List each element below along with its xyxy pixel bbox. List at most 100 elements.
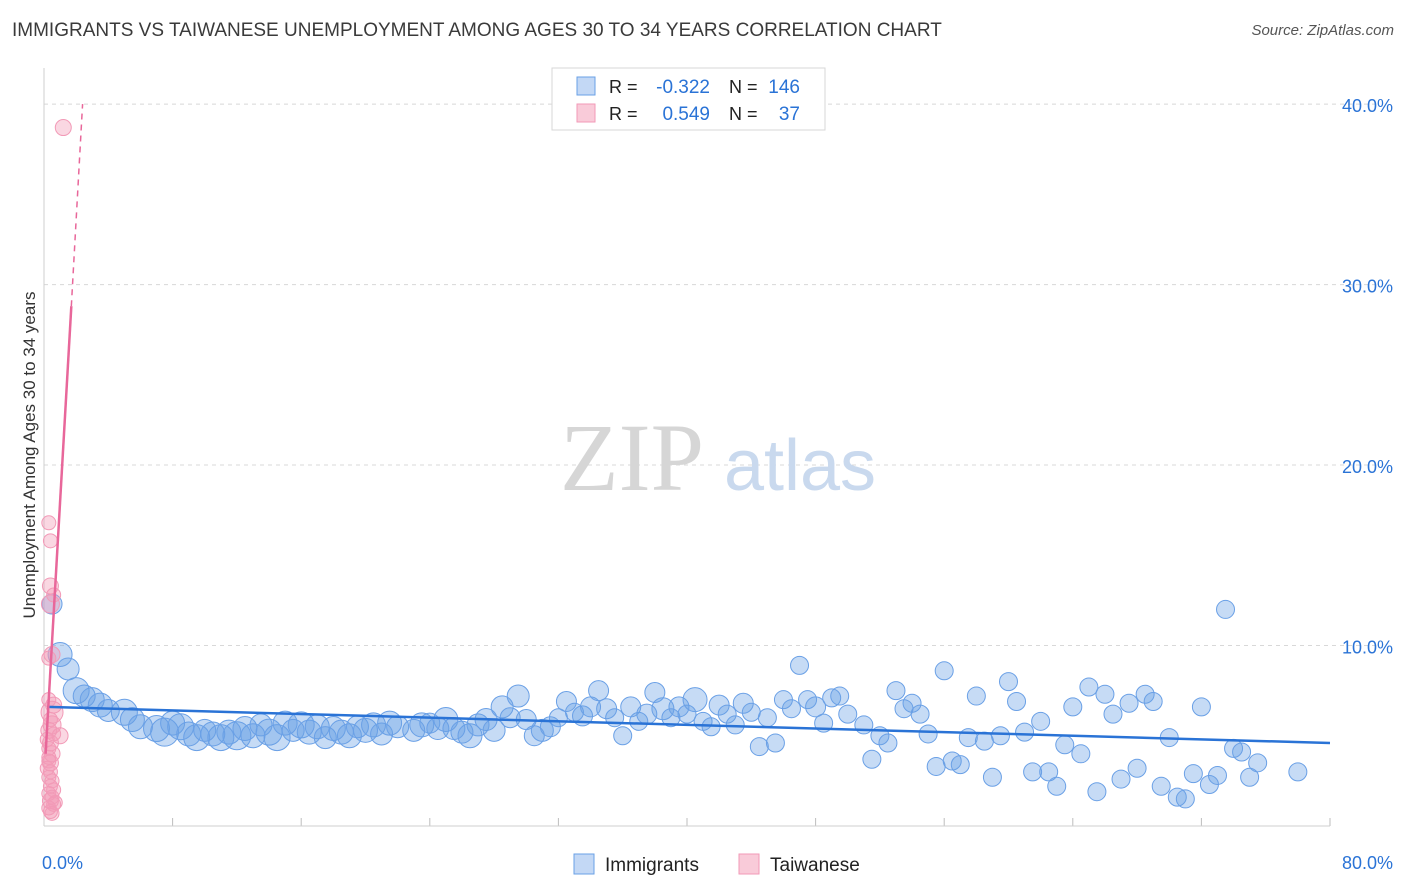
immigrants-point bbox=[966, 686, 986, 706]
immigrants-points bbox=[41, 593, 1308, 809]
immigrants-point bbox=[1175, 789, 1195, 809]
immigrants-point bbox=[1079, 677, 1099, 697]
immigrants-point bbox=[878, 733, 898, 753]
immigrants-point bbox=[143, 715, 171, 743]
immigrants-point bbox=[790, 655, 810, 675]
immigrants-point bbox=[717, 704, 737, 724]
immigrants-point bbox=[629, 711, 649, 731]
r-label-immigrants: R = bbox=[609, 77, 638, 97]
immigrants-point bbox=[677, 704, 697, 724]
immigrants-point bbox=[950, 755, 970, 775]
immigrants-point bbox=[1288, 762, 1308, 782]
r-value-immigrants: -0.322 bbox=[656, 77, 710, 98]
immigrants-point bbox=[490, 695, 514, 719]
immigrants-point bbox=[1063, 697, 1083, 717]
legend-swatch-immigrants bbox=[573, 853, 595, 875]
stats-legend: R = -0.322 N = 146 R = 0.549 N = 37 bbox=[551, 67, 826, 131]
legend-label-immigrants: Immigrants bbox=[605, 855, 699, 876]
taiwanese-trend-extension bbox=[70, 104, 84, 307]
immigrants-point bbox=[990, 726, 1010, 746]
watermark-zip: ZIP bbox=[560, 404, 704, 511]
immigrants-point bbox=[1127, 758, 1147, 778]
y-tick-label: 40.0% bbox=[1342, 96, 1393, 116]
immigrants-point bbox=[886, 681, 906, 701]
immigrants-point bbox=[240, 723, 266, 749]
immigrants-point bbox=[56, 657, 80, 681]
immigrants-point bbox=[119, 707, 145, 733]
immigrants-point bbox=[999, 672, 1018, 692]
immigrants-point bbox=[757, 708, 777, 728]
immigrants-point bbox=[668, 696, 690, 718]
legend-swatch-taiwanese bbox=[738, 853, 760, 875]
immigrants-point bbox=[974, 731, 994, 751]
immigrants-point bbox=[862, 749, 882, 769]
immigrants-point bbox=[1232, 742, 1252, 762]
immigrants-point bbox=[661, 708, 681, 728]
immigrants-point bbox=[361, 712, 387, 738]
immigrants-point bbox=[838, 704, 858, 724]
y-tick-label: 30.0% bbox=[1342, 277, 1393, 297]
immigrants-point bbox=[87, 692, 113, 718]
immigrants-point bbox=[530, 718, 554, 742]
n-label-taiwanese: N = bbox=[729, 104, 758, 124]
taiwanese-point bbox=[41, 753, 57, 769]
n-label-immigrants: N = bbox=[729, 77, 758, 97]
immigrants-point bbox=[1071, 744, 1091, 764]
immigrants-point bbox=[644, 681, 666, 703]
y-tick-label: 20.0% bbox=[1342, 457, 1393, 477]
taiwanese-point bbox=[44, 773, 60, 789]
chart-title: IMMIGRANTS VS TAIWANESE UNEMPLOYMENT AMO… bbox=[12, 20, 942, 41]
taiwanese-point bbox=[41, 515, 57, 531]
immigrants-point bbox=[1216, 599, 1236, 619]
immigrants-point bbox=[1135, 684, 1155, 704]
x-tick-label: 80.0% bbox=[1342, 853, 1393, 873]
immigrants-point bbox=[200, 721, 226, 747]
immigrants-swatch bbox=[576, 76, 596, 96]
immigrants-point bbox=[1167, 787, 1187, 807]
immigrants-point bbox=[1111, 769, 1131, 789]
watermark: ZIP atlas bbox=[560, 404, 876, 511]
immigrants-point bbox=[805, 696, 827, 718]
taiwanese-points bbox=[39, 119, 72, 821]
immigrants-point bbox=[281, 718, 305, 742]
immigrants-point bbox=[1103, 704, 1123, 724]
r-label-taiwanese: R = bbox=[609, 104, 638, 124]
immigrants-point bbox=[958, 728, 978, 748]
x-tick-label: 0.0% bbox=[42, 853, 83, 873]
immigrants-point bbox=[918, 724, 938, 744]
immigrants-point bbox=[1151, 776, 1171, 796]
immigrants-point bbox=[167, 713, 195, 741]
legend-label-taiwanese: Taiwanese bbox=[770, 855, 860, 876]
immigrants-point bbox=[402, 718, 426, 742]
y-tick-label: 10.0% bbox=[1342, 638, 1393, 658]
immigrants-point bbox=[263, 724, 291, 752]
immigrants-point bbox=[781, 699, 801, 719]
immigrants-point bbox=[798, 690, 818, 710]
taiwanese-point bbox=[41, 650, 57, 666]
immigrants-point bbox=[1031, 711, 1051, 731]
immigrants-point bbox=[222, 721, 252, 751]
immigrants-point bbox=[749, 737, 769, 757]
immigrants-point bbox=[934, 661, 954, 681]
immigrants-point bbox=[1007, 691, 1027, 711]
watermark-atlas: atlas bbox=[724, 426, 876, 506]
immigrants-point bbox=[506, 684, 530, 708]
immigrants-point bbox=[499, 707, 521, 729]
immigrants-point bbox=[765, 733, 785, 753]
series-legend: Immigrants Taiwanese bbox=[573, 853, 860, 876]
tick-labels: 10.0% 20.0% 30.0% 40.0% 0.0% 80.0% bbox=[42, 96, 1393, 873]
immigrants-point bbox=[409, 712, 435, 738]
taiwanese-point bbox=[54, 119, 72, 137]
immigrants-point bbox=[1191, 697, 1211, 717]
immigrants-point bbox=[1248, 753, 1268, 773]
immigrants-point bbox=[902, 693, 922, 713]
immigrants-point bbox=[982, 767, 1002, 787]
immigrants-point bbox=[822, 688, 842, 708]
taiwanese-swatch bbox=[576, 103, 596, 123]
immigrants-point bbox=[1119, 693, 1139, 713]
immigrants-point bbox=[457, 723, 483, 749]
taiwanese-point bbox=[40, 594, 60, 614]
immigrants-point bbox=[926, 756, 946, 776]
r-value-taiwanese: 0.549 bbox=[662, 104, 710, 125]
